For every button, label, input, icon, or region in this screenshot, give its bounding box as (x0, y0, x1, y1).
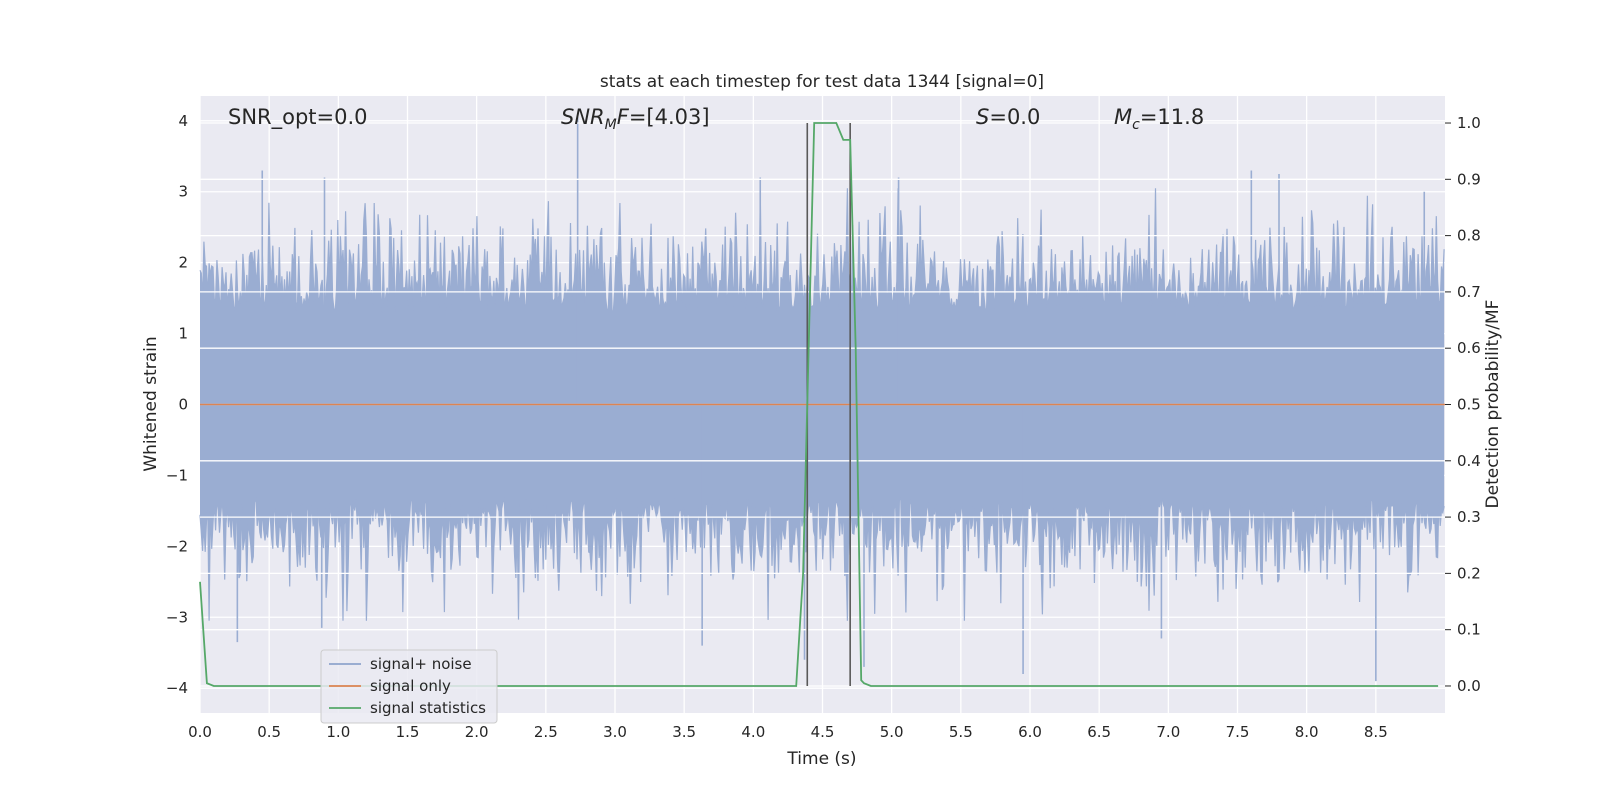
annotation-s: S=0.0 (976, 105, 1040, 129)
chart-title: stats at each timestep for test data 134… (600, 72, 1044, 92)
x-tick-label: 0.5 (257, 723, 281, 741)
x-tick-label: 6.5 (1087, 723, 1111, 741)
right-tick-label: 0.5 (1457, 396, 1481, 414)
left-tick-label: 2 (178, 254, 188, 272)
x-tick-label: 8.0 (1295, 723, 1319, 741)
legend: signal+ noise signal only signal statist… (320, 649, 498, 724)
x-tick-label: 3.5 (672, 723, 696, 741)
x-tick-label: 5.5 (949, 723, 973, 741)
right-tick-label: 0.8 (1457, 227, 1481, 245)
legend-box (320, 649, 498, 724)
series-signal-noise-upper (199, 188, 1445, 315)
annotation-snr-opt: SNR_opt=0.0 (228, 105, 368, 130)
annotation-mc: Mc=11.8 (1114, 105, 1204, 133)
right-tick-label: 0.2 (1457, 564, 1481, 582)
right-tick-label: 0.3 (1457, 508, 1481, 526)
right-tick-label: 0.6 (1457, 339, 1481, 357)
series-signal-noise-lower (199, 495, 1445, 621)
x-tick-label: 4.0 (741, 723, 765, 741)
x-tick-label: 2.0 (465, 723, 489, 741)
x-axis-ticks: 0.0 0.5 1.0 1.5 2.0 2.5 3.0 3.5 4.0 4.5 5.0 5.5 6.0 6… (188, 723, 1388, 741)
x-tick-label: 1.0 (326, 723, 350, 741)
left-tick-label: 3 (178, 183, 188, 201)
series-signal-noise-spikes (236, 117, 1426, 682)
left-tick-label: −1 (166, 466, 188, 484)
legend-label-signal-noise: signal+ noise (370, 655, 472, 673)
x-tick-label: 2.5 (534, 723, 558, 741)
right-axis-title: Detection probability/MF (1483, 300, 1503, 509)
right-tick-label: 0.9 (1457, 170, 1481, 188)
x-tick-label: 0.0 (188, 723, 212, 741)
left-tick-label: −4 (166, 679, 188, 697)
x-tick-label: 4.5 (811, 723, 835, 741)
left-axis-ticks: 4 3 2 1 0 −1 −2 −3 −4 (166, 112, 188, 697)
x-tick-label: 5.0 (880, 723, 904, 741)
right-tick-label: 1.0 (1457, 114, 1481, 132)
left-tick-label: 0 (178, 396, 188, 414)
x-tick-label: 7.5 (1226, 723, 1250, 741)
left-tick-label: 1 (178, 325, 188, 343)
left-axis-title: Whitened strain (141, 336, 161, 471)
series-signal-statistics-line (199, 122, 1439, 687)
right-tick-label: 0.4 (1457, 452, 1481, 470)
left-tick-label: −2 (166, 537, 188, 555)
x-tick-label: 8.5 (1364, 723, 1388, 741)
x-tick-label: 7.0 (1156, 723, 1180, 741)
right-tick-label: 0.0 (1457, 677, 1481, 695)
x-tick-label: 3.0 (603, 723, 627, 741)
x-axis-title: Time (s) (786, 749, 856, 769)
right-tick-label: 0.7 (1457, 283, 1481, 301)
legend-label-signal-statistics: signal statistics (370, 699, 486, 717)
annotation-snr-mf: SNRMF=[4.03] (561, 105, 710, 133)
right-axis-ticks: 1.0 0.9 0.8 0.7 0.6 0.5 0.4 0.3 0.2 0.1 0.0 (1445, 114, 1481, 695)
left-tick-label: −3 (166, 608, 188, 626)
x-tick-label: 6.0 (1018, 723, 1042, 741)
right-tick-label: 0.1 (1457, 621, 1481, 639)
legend-label-signal-only: signal only (370, 677, 451, 695)
x-tick-label: 1.5 (396, 723, 420, 741)
left-tick-label: 4 (178, 112, 188, 130)
